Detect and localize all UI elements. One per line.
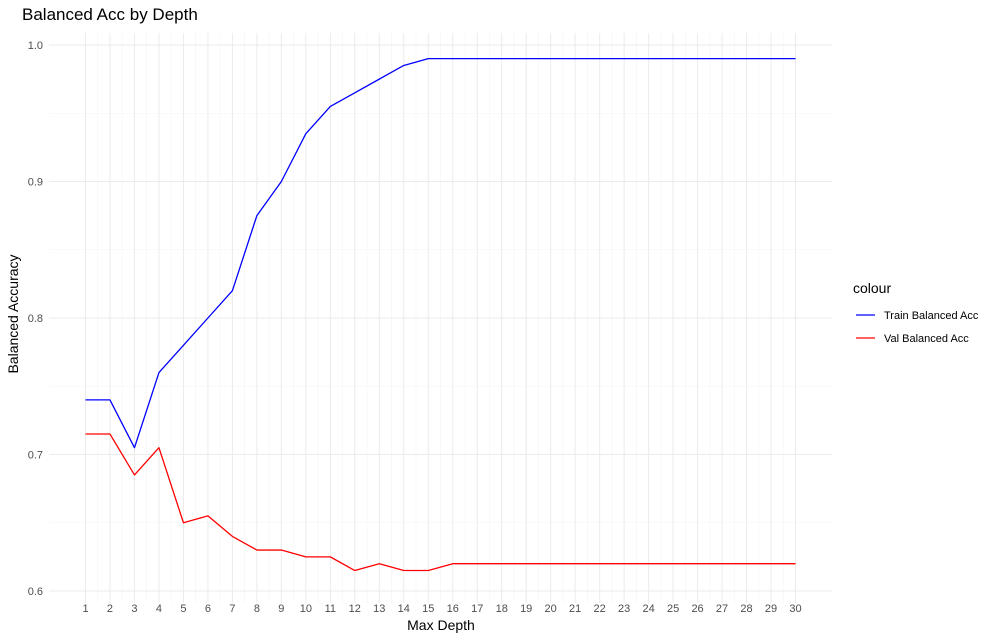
- x-tick-label: 3: [131, 603, 137, 615]
- x-tick-label: 26: [691, 603, 703, 615]
- x-tick-label: 21: [569, 603, 581, 615]
- x-tick-label: 11: [325, 603, 336, 615]
- y-axis-ticks: 0.6 0.7 0.8 0.9 1.0: [28, 40, 43, 598]
- x-tick-label: 23: [618, 603, 630, 615]
- legend: colour Train Balanced Acc Val Balanced Ac…: [853, 280, 979, 345]
- x-tick-label: 22: [594, 603, 606, 615]
- x-tick-label: 15: [422, 603, 434, 615]
- x-tick-label: 7: [229, 603, 235, 615]
- y-tick-label: 0.9: [28, 177, 43, 189]
- series-lines: [85, 58, 796, 572]
- x-axis-ticks: 1 2 3 4 5 6 7 8 9 10 11 12 13 14 15 16 17 18 19 20 21 22 23 24 2…: [82, 603, 801, 615]
- x-tick-label: 9: [278, 603, 284, 615]
- x-tick-label: 5: [180, 603, 186, 615]
- x-tick-label: 25: [667, 603, 679, 615]
- x-tick-label: 27: [716, 603, 728, 615]
- x-tick-label: 10: [300, 603, 312, 615]
- x-tick-label: 6: [205, 603, 211, 615]
- x-tick-label: 18: [496, 603, 508, 615]
- x-tick-label: 17: [471, 603, 483, 615]
- x-tick-label: 16: [447, 603, 459, 615]
- x-tick-label: 19: [520, 603, 532, 615]
- x-tick-label: 24: [642, 603, 654, 615]
- x-tick-label: 20: [545, 603, 557, 615]
- x-tick-label: 4: [156, 603, 162, 615]
- y-tick-label: 0.7: [28, 450, 43, 462]
- grid: [49, 33, 832, 603]
- x-tick-label: 14: [398, 603, 410, 615]
- x-tick-label: 1: [82, 603, 88, 615]
- x-tick-label: 29: [765, 603, 777, 615]
- y-axis-title: Balanced Accuracy: [5, 254, 21, 373]
- x-tick-label: 8: [254, 603, 260, 615]
- chart-title: Balanced Acc by Depth: [22, 5, 198, 24]
- legend-label: Val Balanced Acc: [884, 333, 969, 345]
- x-tick-label: 30: [789, 603, 801, 615]
- legend-title: colour: [853, 280, 891, 296]
- x-tick-label: 12: [349, 603, 361, 615]
- x-tick-label: 28: [740, 603, 752, 615]
- x-axis-title: Max Depth: [407, 617, 475, 633]
- y-tick-label: 0.6: [28, 586, 43, 598]
- y-tick-label: 0.8: [28, 313, 43, 325]
- x-tick-label: 2: [107, 603, 113, 615]
- y-tick-label: 1.0: [28, 40, 43, 52]
- x-tick-label: 13: [373, 603, 385, 615]
- legend-label: Train Balanced Acc: [884, 310, 979, 322]
- series-line-train-balanced-acc: [85, 58, 796, 449]
- series-line-val-balanced-acc: [85, 433, 796, 572]
